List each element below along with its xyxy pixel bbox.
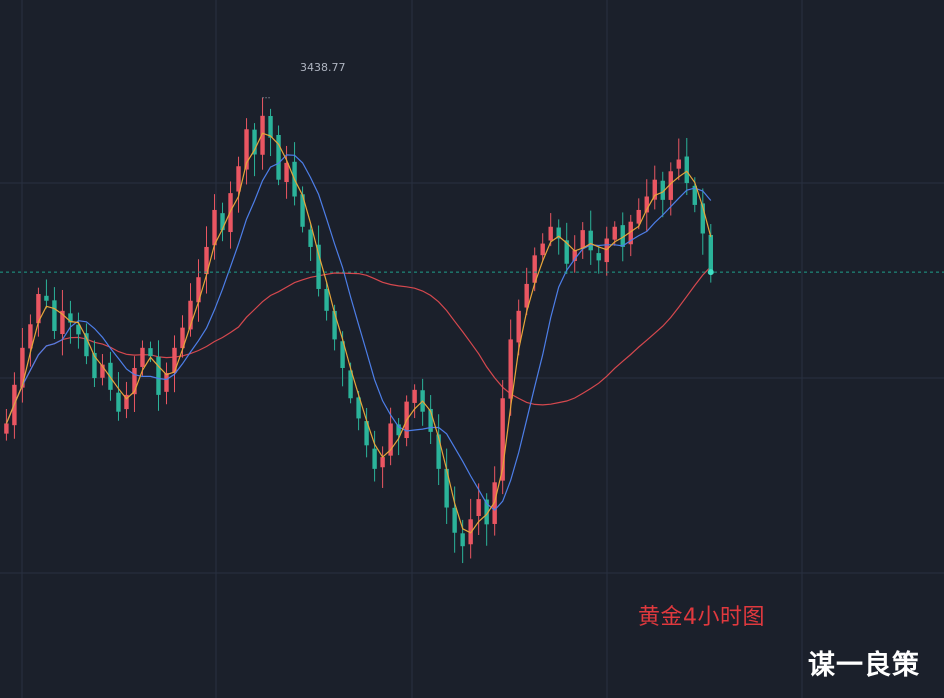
candle-body [412, 389, 417, 403]
candle-body [708, 234, 713, 273]
candle-body [620, 225, 625, 247]
candle-body [44, 295, 49, 301]
candle-body [628, 221, 633, 245]
candle-body [572, 250, 577, 262]
candle-body [580, 230, 585, 249]
candle-body [308, 229, 313, 247]
candle-body [508, 339, 513, 399]
candle-body [332, 310, 337, 340]
candle-body [684, 156, 689, 184]
ma-slow-path [5, 266, 712, 424]
candle-body [4, 423, 9, 434]
candle-body [548, 226, 553, 241]
candle-body [68, 313, 73, 323]
candle-body [588, 230, 593, 251]
candle-body [348, 370, 353, 399]
candle-body [116, 392, 121, 412]
candle-body [372, 448, 377, 469]
ma-slow-line [5, 266, 712, 424]
candle-body [636, 209, 641, 224]
candle-body [196, 277, 201, 303]
candle-body [468, 519, 473, 545]
candle-body [516, 310, 521, 343]
candle-body [172, 347, 177, 374]
candles [4, 97, 713, 564]
candle-body [612, 226, 617, 240]
candle-body [340, 341, 345, 368]
candle-body [92, 352, 97, 379]
ma-fast-line [5, 132, 712, 534]
candle-body [484, 499, 489, 525]
ma-fast-path [5, 132, 712, 534]
candle-body [388, 423, 393, 456]
candle-body [356, 397, 361, 419]
candle-body [652, 179, 657, 200]
candle-body [100, 364, 105, 378]
candle-body [244, 129, 249, 170]
candle-body [228, 193, 233, 233]
candle-body [36, 294, 41, 324]
candle-body [644, 196, 649, 213]
ma-mid-path [5, 154, 712, 511]
candle-body [84, 333, 89, 357]
candle-body [596, 253, 601, 261]
candle-body [252, 129, 257, 155]
candle-body [364, 421, 369, 446]
candle-body [668, 171, 673, 200]
candle-body [148, 348, 153, 357]
candle-body [52, 300, 57, 331]
candle-body [124, 394, 129, 410]
candle-body [428, 408, 433, 432]
candle-body [212, 209, 217, 246]
ma-mid-line [5, 154, 712, 511]
candle-body [108, 362, 113, 390]
candle-body [532, 255, 537, 283]
candle-body [436, 434, 441, 469]
candle-body [380, 457, 385, 468]
candle-body [300, 194, 305, 227]
candle-body [156, 356, 161, 395]
candle-body [564, 240, 569, 264]
last-price-line [0, 269, 944, 276]
last-price-dot [707, 269, 714, 276]
candle-body [460, 533, 465, 547]
candle-body [492, 482, 497, 524]
candle-body [268, 116, 273, 138]
candle-body [524, 283, 529, 308]
candle-body [276, 134, 281, 180]
candle-body [444, 468, 449, 508]
candle-body [60, 310, 65, 335]
candle-body [220, 213, 225, 231]
candle-body [20, 347, 25, 388]
candle-body [204, 246, 209, 275]
candle-body [132, 367, 137, 395]
chart-caption: 黄金4小时图 [638, 605, 765, 630]
candle-body [316, 244, 321, 289]
candle-body [284, 162, 289, 183]
candle-body [140, 347, 145, 367]
candle-body [660, 180, 665, 200]
candle-body [676, 159, 681, 169]
candle-body [260, 115, 265, 155]
candle-body [28, 324, 33, 349]
candle-body [236, 166, 241, 192]
watermark-text: 谋一良策 [808, 650, 920, 681]
candle-body [452, 507, 457, 533]
candle-body [396, 424, 401, 436]
candle-body [540, 243, 545, 256]
candle-body [700, 203, 705, 234]
candle-body [180, 327, 185, 349]
high-price-label: 3438.77 [300, 61, 346, 74]
candle-body [188, 300, 193, 330]
candle-body [164, 373, 169, 392]
candle-body [476, 499, 481, 517]
candle-body [324, 289, 329, 311]
candle-body [692, 185, 697, 205]
candle-body [556, 227, 561, 239]
candle-body [500, 398, 505, 481]
candle-body [76, 324, 81, 335]
